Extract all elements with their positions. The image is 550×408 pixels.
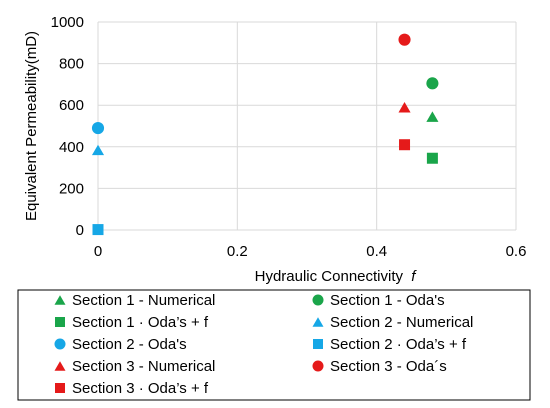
legend-items: Section 1 - Numerical Section 1 - Oda's Se… <box>54 292 473 397</box>
y-tick-label: 600 <box>59 97 84 114</box>
y-tick-label: 400 <box>59 139 84 156</box>
data-point-square <box>426 152 438 164</box>
gridlines <box>97 21 517 231</box>
y-tick-label: 0 <box>76 222 84 239</box>
legend-marker-triangle <box>54 361 66 371</box>
data-point-circle <box>426 77 439 90</box>
x-axis-title-text: Hydraulic Connectivity <box>255 268 404 285</box>
data-point-square <box>399 139 411 151</box>
y-tick-labels: 0 200 400 600 800 1000 <box>51 14 84 239</box>
legend-label: Section 2 - Numerical <box>330 314 473 331</box>
legend-marker-circle <box>54 338 66 350</box>
legend-label: Section 1 - Oda's <box>330 292 445 309</box>
legend-marker-triangle <box>54 295 66 305</box>
data-point-triangle <box>91 144 105 156</box>
legend-label: Section 3 - Numerical <box>72 358 215 375</box>
data-points <box>91 33 439 236</box>
x-axis-title-symbol: f <box>411 268 417 285</box>
legend-label: Section 1 · Oda’s + f <box>72 314 209 331</box>
legend-label: Section 2 - Oda's <box>72 336 187 353</box>
data-point-circle <box>91 122 105 135</box>
legend-marker-square <box>55 317 65 327</box>
y-tick-label: 200 <box>59 180 84 197</box>
x-axis-title: Hydraulic Connectivity f <box>255 268 418 285</box>
y-axis-title: Equivalent Permeability(mD) <box>23 31 40 221</box>
x-tick-label: 0.2 <box>227 243 248 260</box>
legend-label: Section 1 - Numerical <box>72 292 215 309</box>
legend: Section 1 - Numerical Section 1 - Oda's Se… <box>17 289 531 401</box>
legend-marker-circle <box>312 360 324 372</box>
legend-marker-triangle <box>312 317 324 327</box>
data-point-circle <box>398 33 411 46</box>
data-point-triangle <box>398 102 411 113</box>
legend-label: Section 3 - Oda´s <box>330 358 447 375</box>
x-tick-labels: 0 0.2 0.4 0.6 <box>94 243 527 260</box>
x-tick-label: 0.4 <box>366 243 387 260</box>
y-tick-label: 1000 <box>51 14 84 31</box>
data-point-square <box>92 224 104 236</box>
x-tick-label: 0.6 <box>506 243 527 260</box>
legend-marker-square <box>313 339 323 349</box>
legend-marker-square <box>55 383 65 393</box>
x-tick-label: 0 <box>94 243 102 260</box>
y-tick-label: 800 <box>59 56 84 73</box>
legend-box <box>17 289 531 401</box>
legend-label: Section 3 · Oda’s + f <box>72 380 209 397</box>
legend-label: Section 2 · Oda’s + f <box>330 336 467 353</box>
data-point-triangle <box>426 111 439 122</box>
legend-marker-circle <box>312 294 324 306</box>
